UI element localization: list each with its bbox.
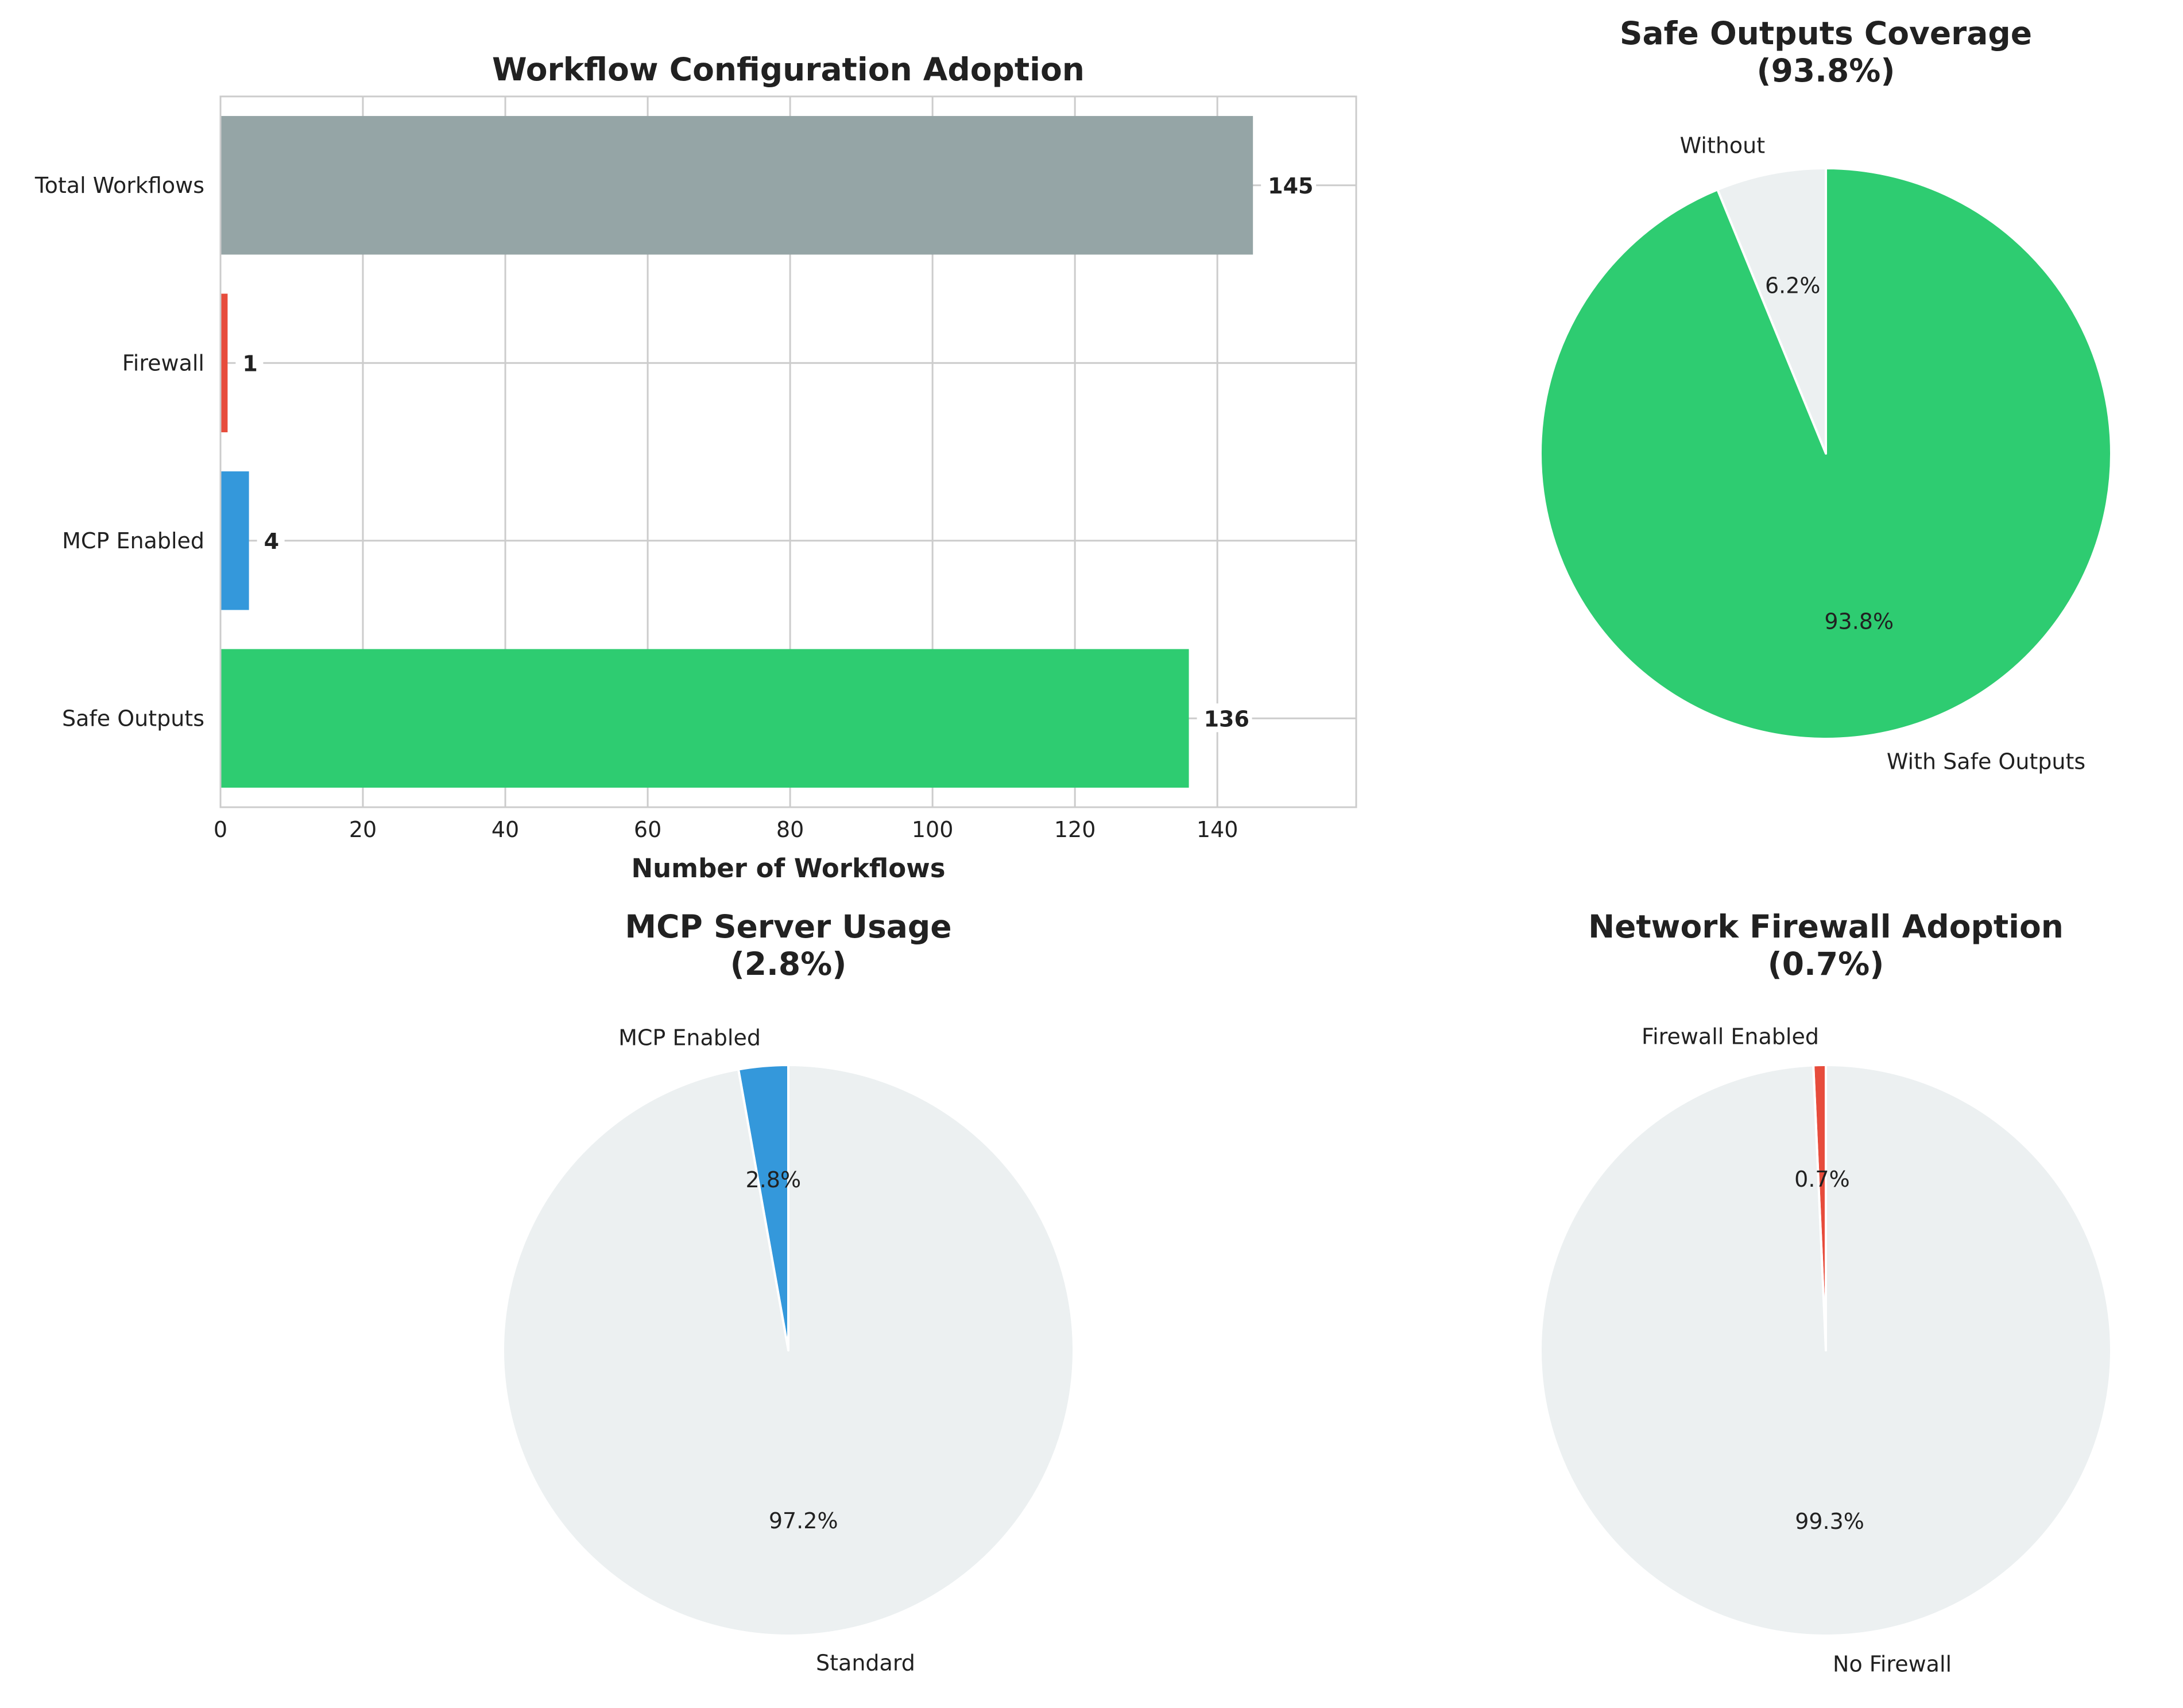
value-label-background	[1197, 703, 1252, 733]
bar-chart-y-tick-labels: Total Workflows Firewall MCP Enabled Safe O…	[34, 173, 204, 731]
value-label-background	[1261, 170, 1317, 199]
safe-outputs-pie-slices	[1539, 167, 2112, 740]
pie-slice-standard	[502, 1064, 1075, 1637]
x-tick-label: 120	[1054, 817, 1096, 842]
pie-slice-no-firewall	[1539, 1064, 2112, 1637]
x-tick-label: 100	[912, 817, 954, 842]
mcp-pie-labels: 2.8% MCP Enabled 97.2% Standard	[618, 1025, 915, 1675]
x-tick-label: 60	[634, 817, 661, 842]
safe-outputs-pie-panel: Safe Outputs Coverage (93.8%) 6.2% Withou…	[1539, 15, 2112, 774]
y-tick-label-total-workflows: Total Workflows	[34, 173, 204, 198]
y-tick-label-mcp-enabled: MCP Enabled	[62, 528, 204, 553]
pie-percent-label: 97.2%	[769, 1508, 838, 1533]
mcp-pie-slices	[502, 1064, 1075, 1637]
pie-category-label-without: Without	[1680, 133, 1766, 158]
pie-slice-with-safe-outputs	[1539, 167, 2112, 740]
bar-firewall	[220, 293, 228, 432]
pie-slice-without	[1716, 167, 1827, 455]
pie-percent-label: 93.8%	[1824, 609, 1894, 634]
bar-safe-outputs	[220, 649, 1189, 788]
value-label-background	[235, 348, 264, 377]
firewall-pie-subtitle: (0.7%)	[1768, 946, 1884, 982]
x-tick-label: 80	[776, 817, 804, 842]
y-tick-label-safe-outputs: Safe Outputs	[62, 706, 204, 731]
safe-outputs-pie-subtitle: (93.8%)	[1756, 52, 1895, 89]
firewall-pie-panel: Network Firewall Adoption (0.7%) 0.7% Fir…	[1539, 908, 2112, 1677]
value-label-background	[257, 525, 285, 555]
x-tick-label: 20	[349, 817, 377, 842]
bar-chart-panel: Workflow Configuration Adoption Total Wo…	[34, 51, 1357, 884]
x-tick-label: 140	[1197, 817, 1238, 842]
pie-percent-label: 6.2%	[1765, 273, 1821, 298]
value-label-mcp-enabled: 4	[264, 529, 279, 554]
x-tick-label: 0	[214, 817, 227, 842]
mcp-pie-subtitle: (2.8%)	[730, 946, 847, 982]
value-label-total-workflows: 145	[1268, 173, 1313, 199]
bar-chart-x-tick-labels: 0 20 40 60 80 100 120 140	[214, 817, 1238, 842]
value-label-firewall: 1	[242, 351, 257, 376]
bar-chart-value-labels: 145 1 4 136	[235, 170, 1317, 733]
pie-category-label-with-safe-outputs: With Safe Outputs	[1887, 749, 2085, 774]
y-tick-label-firewall: Firewall	[122, 350, 204, 375]
value-label-safe-outputs: 136	[1204, 706, 1249, 731]
bar-mcp-enabled	[220, 471, 249, 610]
bar-total-workflows	[220, 116, 1253, 255]
bar-chart-title: Workflow Configuration Adoption	[492, 51, 1085, 88]
safe-outputs-pie-title: Safe Outputs Coverage	[1620, 15, 2032, 52]
firewall-pie-slices	[1539, 1063, 2112, 1637]
pie-category-label-firewall-enabled: Firewall Enabled	[1642, 1024, 1819, 1049]
bar-chart-bars	[220, 116, 1253, 788]
mcp-pie-title: MCP Server Usage	[625, 908, 951, 945]
mcp-pie-panel: MCP Server Usage (2.8%) 2.8% MCP Enabled 9…	[502, 908, 1075, 1676]
bar-chart-frame	[219, 95, 1357, 808]
safe-outputs-pie-labels: 6.2% Without 93.8% With Safe Outputs	[1680, 133, 2086, 774]
firewall-pie-labels: 0.7% Firewall Enabled 99.3% No Firewall	[1642, 1024, 1952, 1676]
firewall-pie-title: Network Firewall Adoption	[1588, 908, 2064, 945]
bar-chart-x-axis-title: Number of Workflows	[631, 853, 945, 884]
pie-percent-label: 2.8%	[746, 1167, 802, 1192]
pie-category-label-standard: Standard	[816, 1651, 915, 1676]
pie-percent-label: 99.3%	[1795, 1509, 1864, 1534]
pie-category-label-no-firewall: No Firewall	[1833, 1652, 1952, 1677]
pie-percent-label: 0.7%	[1794, 1167, 1850, 1192]
pie-category-label-mcp-enabled: MCP Enabled	[618, 1025, 761, 1050]
x-tick-label: 40	[491, 817, 519, 842]
